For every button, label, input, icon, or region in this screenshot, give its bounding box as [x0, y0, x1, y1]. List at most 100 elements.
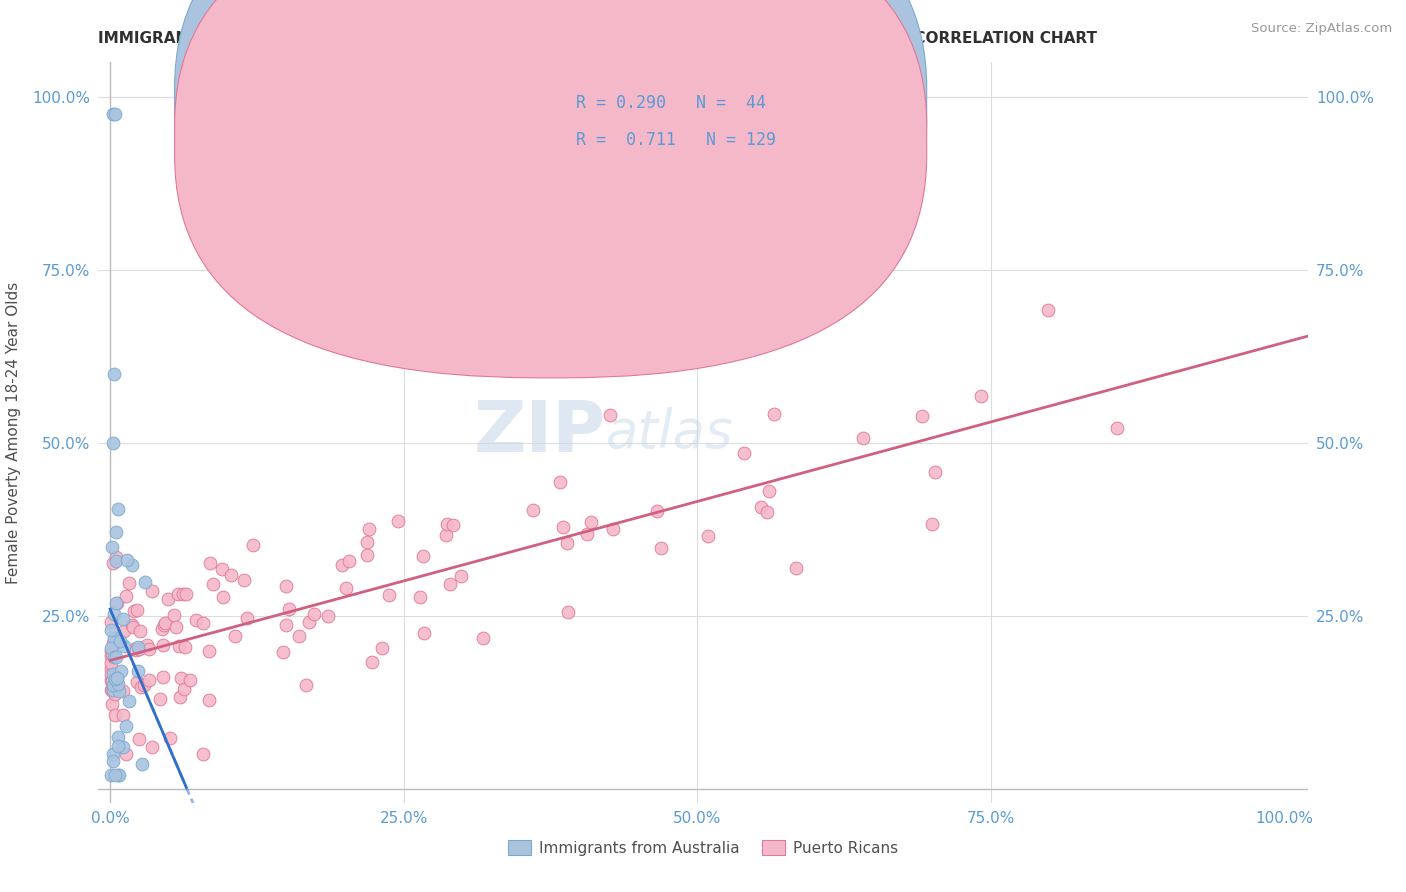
Point [412, 549, 434, 564]
Point [103, 607, 125, 621]
Point [122, 604, 145, 618]
Point [409, 591, 432, 605]
Y-axis label: Female Poverty Among 18-24 Year Olds: Female Poverty Among 18-24 Year Olds [6, 282, 21, 583]
Point [330, 558, 353, 572]
Point [167, 640, 190, 654]
FancyBboxPatch shape [174, 0, 927, 378]
Point [201, 576, 224, 591]
Point [105, 671, 128, 685]
Point [132, 678, 155, 692]
Point [121, 620, 143, 634]
Point [121, 617, 143, 632]
Point [235, 610, 257, 624]
Point [169, 690, 191, 704]
Point [112, 624, 135, 639]
Point [104, 595, 127, 609]
Point [924, 465, 946, 479]
Point [274, 579, 297, 593]
Point [121, 558, 143, 572]
Point [127, 665, 149, 679]
Text: ZIP: ZIP [474, 398, 606, 467]
Point [101, 436, 124, 450]
FancyBboxPatch shape [174, 0, 927, 341]
Point [191, 616, 214, 631]
Point [173, 681, 195, 696]
Point [555, 536, 578, 550]
Point [141, 584, 163, 599]
Text: atlas: atlas [606, 407, 734, 458]
Point [212, 590, 235, 604]
Point [356, 535, 378, 549]
Point [551, 520, 574, 534]
Point [112, 639, 135, 653]
Point [441, 517, 464, 532]
Point [159, 731, 181, 746]
Point [153, 618, 176, 632]
Point [101, 674, 124, 689]
Point [100, 623, 122, 637]
Point [104, 708, 127, 723]
Point [172, 587, 194, 601]
Text: R =  0.711   N = 129: R = 0.711 N = 129 [576, 131, 776, 149]
Point [179, 673, 201, 687]
Point [105, 670, 128, 684]
Point [387, 514, 409, 528]
Point [105, 596, 128, 610]
Point [108, 768, 131, 782]
Point [104, 107, 127, 121]
Point [1107, 421, 1129, 435]
Point [100, 768, 122, 782]
Point [650, 541, 672, 555]
Point [277, 602, 299, 616]
Point [219, 567, 242, 582]
Point [152, 638, 174, 652]
Point [356, 548, 378, 562]
Point [108, 634, 131, 648]
Point [136, 638, 159, 652]
Legend: Immigrants from Australia, Puerto Ricans: Immigrants from Australia, Puerto Ricans [502, 834, 904, 862]
Point [100, 661, 122, 675]
Point [138, 641, 160, 656]
Point [378, 589, 401, 603]
Point [360, 656, 382, 670]
Point [129, 681, 152, 695]
Point [100, 615, 122, 630]
Point [101, 666, 124, 681]
Point [115, 747, 138, 762]
Point [200, 557, 222, 571]
Point [118, 694, 141, 708]
Point [298, 615, 321, 629]
Point [125, 603, 148, 617]
Point [103, 650, 125, 665]
Point [288, 629, 311, 643]
Point [191, 747, 214, 762]
Point [170, 671, 193, 685]
Point [122, 642, 145, 657]
Point [112, 684, 135, 698]
Point [128, 642, 150, 657]
Point [101, 107, 124, 121]
Point [104, 554, 127, 568]
Point [138, 673, 160, 687]
Point [450, 568, 472, 582]
Point [316, 608, 339, 623]
Point [165, 620, 187, 634]
Point [184, 613, 207, 627]
Point [125, 674, 148, 689]
Point [970, 389, 993, 403]
Point [100, 673, 122, 687]
Point [127, 640, 149, 654]
Point [101, 678, 124, 692]
Point [101, 636, 124, 650]
Point [762, 407, 785, 421]
Point [112, 708, 135, 723]
Point [602, 523, 624, 537]
Point [104, 649, 127, 664]
Point [111, 612, 134, 626]
Point [224, 630, 246, 644]
Point [125, 643, 148, 657]
Text: IMMIGRANTS FROM AUSTRALIA VS PUERTO RICAN FEMALE POVERTY AMONG 18-24 YEAR OLDS C: IMMIGRANTS FROM AUSTRALIA VS PUERTO RICA… [98, 31, 1098, 46]
Point [152, 670, 174, 684]
Point [103, 367, 125, 381]
Point [115, 589, 138, 603]
